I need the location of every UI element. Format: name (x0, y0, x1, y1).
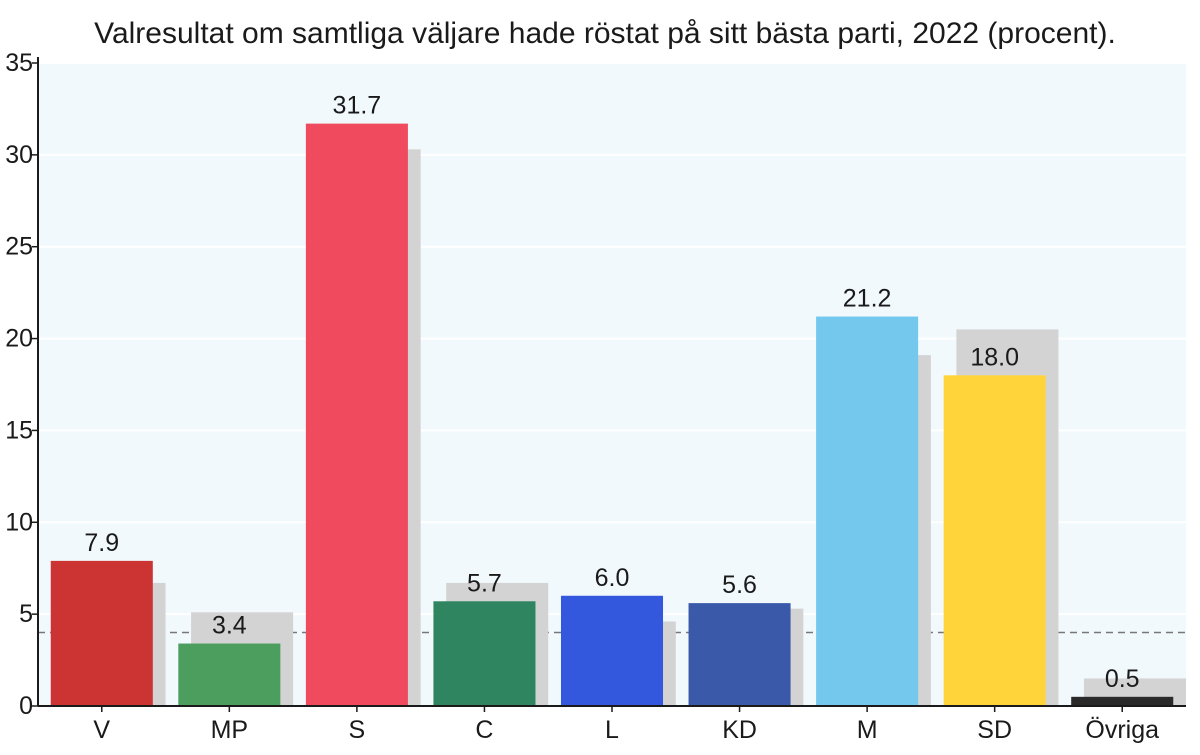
y-tick-label: 20 (5, 325, 33, 353)
y-tick-label: 25 (5, 233, 33, 261)
data-label: 31.7 (333, 92, 382, 120)
y-tick-label: 35 (5, 49, 33, 77)
y-tick-label: 30 (5, 141, 33, 169)
bars (50, 123, 1186, 707)
bar (816, 316, 919, 706)
data-label: 0.5 (1105, 665, 1140, 693)
x-tick-label: SD (977, 716, 1012, 744)
x-tick-label: S (349, 716, 366, 744)
x-tick-label: KD (722, 716, 757, 744)
data-label: 6.0 (595, 564, 630, 592)
chart-title: Valresultat om samtliga väljare hade rös… (94, 17, 1116, 50)
y-tick-label: 10 (5, 508, 33, 536)
x-tick-label: Övriga (1085, 716, 1159, 744)
bar (178, 643, 281, 706)
data-label: 18.0 (970, 343, 1019, 371)
x-tick-label: MP (211, 716, 249, 744)
x-tick-label: L (605, 716, 619, 744)
y-tick-label: 0 (19, 692, 33, 720)
data-label: 3.4 (212, 612, 247, 640)
data-label: 21.2 (843, 285, 892, 313)
data-label: 5.7 (467, 569, 502, 597)
y-tick-label: 5 (19, 600, 33, 628)
bar (50, 560, 153, 706)
bar (943, 375, 1046, 706)
bar (688, 603, 791, 706)
data-label: 7.9 (84, 529, 119, 557)
data-label: 5.6 (722, 571, 757, 599)
x-tick-label: V (93, 716, 110, 744)
bar (1071, 696, 1174, 706)
x-tick-label: M (857, 716, 878, 744)
axes: 0 5 10 15 20 25 30 35 V MP S C L KD M SD Övriga (5, 49, 1186, 744)
bar (433, 601, 536, 706)
y-tick-label: 15 (5, 416, 33, 444)
x-tick-label: C (475, 716, 493, 744)
bar (305, 123, 408, 706)
labels: 7.9 3.4 31.7 5.7 6.0 5.6 21.2 18.0 0.5 (84, 92, 1139, 693)
bar (560, 595, 664, 706)
